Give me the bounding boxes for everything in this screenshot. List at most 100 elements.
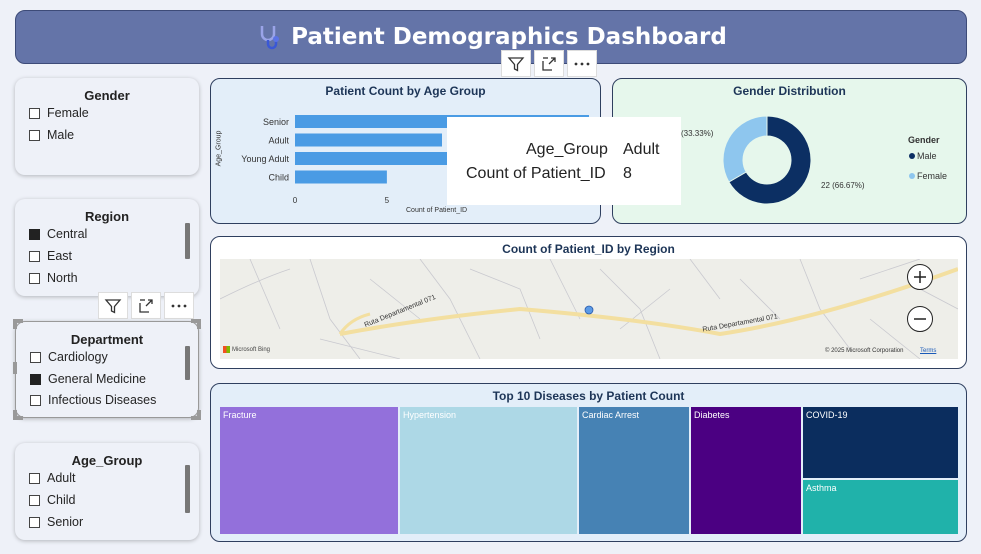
- slicer-item-female[interactable]: Female: [29, 106, 89, 120]
- bing-label: Microsoft Bing: [232, 346, 271, 353]
- x-axis-title: Count of Patient_ID: [406, 207, 468, 214]
- legend-item-male[interactable]: Male: [909, 151, 937, 161]
- chart-title: Patient Count by Age Group: [325, 84, 486, 98]
- slicer-item-child[interactable]: Child: [29, 493, 76, 507]
- category-label: Child: [268, 173, 289, 183]
- checkbox[interactable]: [30, 351, 41, 363]
- filter-icon[interactable]: [501, 50, 531, 77]
- resize-handle[interactable]: [13, 319, 23, 329]
- treemap-cell-asthma[interactable]: Asthma: [803, 480, 958, 534]
- checkbox[interactable]: [29, 516, 40, 528]
- slicer-item-infectious-diseases[interactable]: Infectious Diseases: [30, 393, 156, 407]
- legend-label: Female: [917, 171, 948, 181]
- slicer-item-east[interactable]: East: [29, 249, 72, 263]
- map-data-point[interactable]: [584, 305, 594, 315]
- legend-item-female[interactable]: Female: [909, 171, 947, 181]
- map-copyright: © 2025 Microsoft Corporation: [825, 348, 904, 354]
- treemap-cell-covid-19[interactable]: COVID-19: [803, 407, 958, 478]
- treemap-cell-diabetes[interactable]: Diabetes: [691, 407, 801, 534]
- slicer-title: Department: [70, 332, 144, 347]
- department-slicer[interactable]: Department Cardiology General Medicine I…: [13, 319, 201, 420]
- checkbox[interactable]: [30, 373, 41, 385]
- scrollbar[interactable]: [185, 223, 190, 259]
- slicer-item-label: Senior: [47, 515, 84, 529]
- slicer-item-label: North: [47, 271, 78, 285]
- dashboard-header: Patient Demographics Dashboard: [15, 10, 967, 64]
- chart-title: Gender Distribution: [733, 84, 846, 98]
- tooltip-value: Adult: [623, 141, 660, 158]
- slicer-item-cardiology[interactable]: Cardiology: [30, 350, 108, 364]
- slicer-item-central[interactable]: Central: [29, 227, 87, 241]
- tooltip-value: 8: [623, 165, 632, 182]
- region-slicer[interactable]: Region Central East North: [15, 199, 199, 296]
- scrollbar[interactable]: [185, 346, 190, 380]
- legend-title: Gender: [908, 135, 940, 145]
- more-options-icon[interactable]: [567, 50, 597, 77]
- bar-chart-plot: Senior Adult Young Adult Child 0 5: [241, 115, 589, 205]
- resize-handle[interactable]: [13, 410, 23, 420]
- checkbox[interactable]: [29, 228, 40, 240]
- chart-tooltip: Age_Group Adult Count of Patient_ID 8: [447, 117, 681, 205]
- slicer-item-male[interactable]: Male: [29, 128, 74, 142]
- visual-header-toolbar: [98, 292, 194, 319]
- treemap-cell-fracture[interactable]: Fracture: [220, 407, 398, 534]
- checkbox[interactable]: [29, 472, 40, 484]
- donut-slice-female[interactable]: [722, 115, 768, 183]
- checkbox[interactable]: [29, 494, 40, 506]
- slicer-item-label: Male: [47, 128, 75, 142]
- bar-child[interactable]: [295, 170, 387, 184]
- diseases-treemap[interactable]: Top 10 Diseases by Patient Count Fractur…: [210, 383, 967, 542]
- x-tick-label: 5: [385, 196, 390, 205]
- gender-slicer[interactable]: Gender Female Male: [15, 78, 199, 175]
- zoom-in-button[interactable]: [907, 264, 933, 290]
- slicer-item-north[interactable]: North: [29, 271, 78, 285]
- focus-mode-icon[interactable]: [131, 292, 161, 319]
- legend-dot: [909, 173, 915, 179]
- scrollbar[interactable]: [185, 465, 190, 513]
- filter-icon[interactable]: [98, 292, 128, 319]
- microsoft-logo-icon: [223, 346, 230, 353]
- slicer-item-label: General Medicine: [48, 372, 146, 386]
- map-terms-link[interactable]: Terms: [920, 348, 937, 354]
- category-label: Senior: [263, 117, 289, 127]
- slicer-item-label: Infectious Diseases: [48, 393, 157, 407]
- data-label-male: 22 (66.67%): [821, 181, 865, 190]
- page-title: Patient Demographics Dashboard: [291, 24, 727, 50]
- x-tick-label: 0: [293, 196, 298, 205]
- donut-plot: [722, 115, 812, 205]
- slicer-item-label: East: [47, 249, 73, 263]
- checkbox[interactable]: [30, 394, 41, 406]
- chart-title: Count of Patient_ID by Region: [502, 242, 675, 256]
- slicer-title: Gender: [84, 88, 130, 103]
- chart-title: Top 10 Diseases by Patient Count: [492, 389, 685, 403]
- donut-slice-male[interactable]: [728, 115, 812, 205]
- checkbox[interactable]: [29, 272, 40, 284]
- slicer-item-label: Cardiology: [48, 350, 108, 364]
- age-group-slicer[interactable]: Age_Group Adult Child Senior: [15, 443, 199, 540]
- resize-handle[interactable]: [191, 410, 201, 420]
- data-label-female: (33.33%): [681, 129, 714, 138]
- slicer-item-senior[interactable]: Senior: [29, 515, 83, 529]
- tooltip-key: Count of Patient_ID: [466, 165, 606, 182]
- checkbox[interactable]: [29, 129, 40, 141]
- tooltip-key: Age_Group: [526, 141, 608, 158]
- slicer-item-label: Adult: [47, 471, 76, 485]
- slicer-item-general-medicine[interactable]: General Medicine: [30, 372, 146, 386]
- category-label: Young Adult: [241, 154, 289, 164]
- slicer-item-label: Female: [47, 106, 89, 120]
- resize-handle[interactable]: [191, 319, 201, 329]
- slicer-title: Age_Group: [71, 453, 143, 468]
- zoom-out-button[interactable]: [907, 306, 933, 332]
- slicer-item-adult[interactable]: Adult: [29, 471, 76, 485]
- treemap-cell-hypertension[interactable]: Hypertension: [400, 407, 577, 534]
- minus-icon: [914, 318, 926, 320]
- resize-handle[interactable]: [13, 362, 17, 374]
- more-options-icon[interactable]: [164, 292, 194, 319]
- category-label: Adult: [268, 136, 289, 146]
- map-canvas[interactable]: Ruta Departamental 071 Ruta Departamenta…: [220, 259, 958, 359]
- focus-mode-icon[interactable]: [534, 50, 564, 77]
- bar-adult[interactable]: [295, 133, 442, 147]
- checkbox[interactable]: [29, 250, 40, 262]
- checkbox[interactable]: [29, 107, 40, 119]
- treemap-cell-cardiac-arrest[interactable]: Cardiac Arrest: [579, 407, 689, 534]
